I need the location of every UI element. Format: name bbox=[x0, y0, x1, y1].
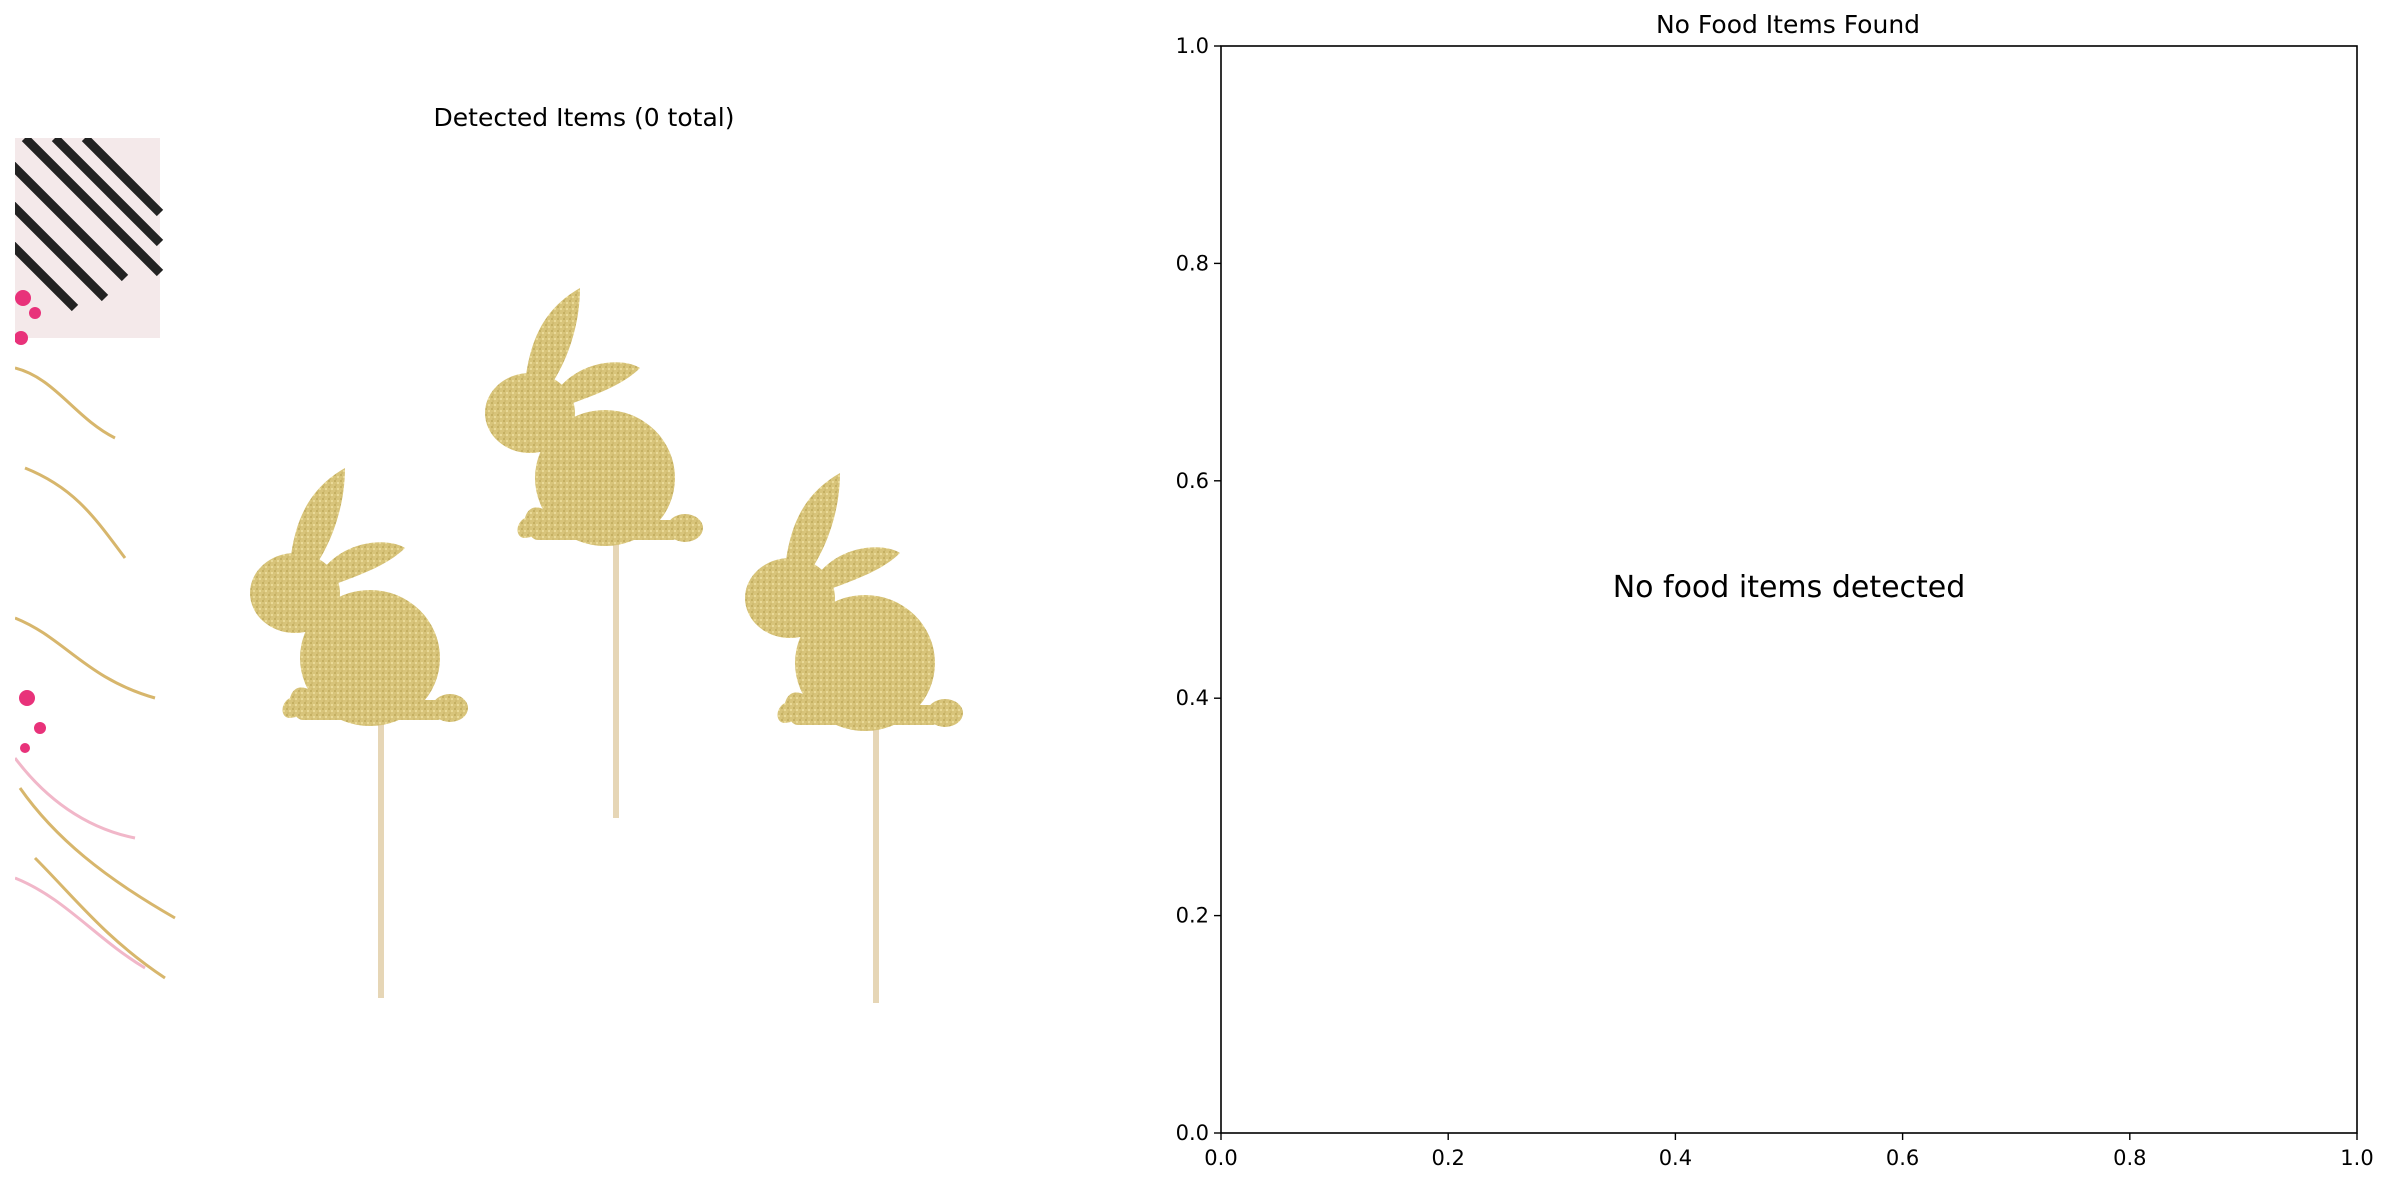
confetti-decoration bbox=[15, 138, 176, 980]
x-tick-label: 0.8 bbox=[2113, 1146, 2146, 1170]
x-tick-label: 0.4 bbox=[1659, 1146, 1692, 1170]
x-tick-label: 1.0 bbox=[2340, 1146, 2373, 1170]
y-axis: 0.0 0.2 0.4 0.6 0.8 1.0 bbox=[1176, 34, 1221, 1145]
x-tick-label: 0.0 bbox=[1204, 1146, 1237, 1170]
y-tick-label: 0.0 bbox=[1176, 1121, 1209, 1145]
y-tick-label: 0.2 bbox=[1176, 904, 1209, 928]
x-tick-label: 0.6 bbox=[1886, 1146, 1919, 1170]
detected-items-image bbox=[15, 138, 985, 1018]
y-tick-label: 1.0 bbox=[1176, 34, 1209, 58]
y-tick-label: 0.4 bbox=[1176, 686, 1209, 710]
x-tick-label: 0.2 bbox=[1431, 1146, 1464, 1170]
y-tick-label: 0.6 bbox=[1176, 469, 1209, 493]
image-panel-title: Detected Items (0 total) bbox=[433, 103, 735, 132]
plot-area bbox=[1220, 45, 2358, 1134]
chart-title: No Food Items Found bbox=[1656, 10, 1920, 39]
x-axis: 0.0 0.2 0.4 0.6 0.8 1.0 bbox=[1204, 1133, 2374, 1170]
y-tick-label: 0.8 bbox=[1176, 251, 1209, 275]
no-items-message: No food items detected bbox=[1613, 570, 1966, 605]
